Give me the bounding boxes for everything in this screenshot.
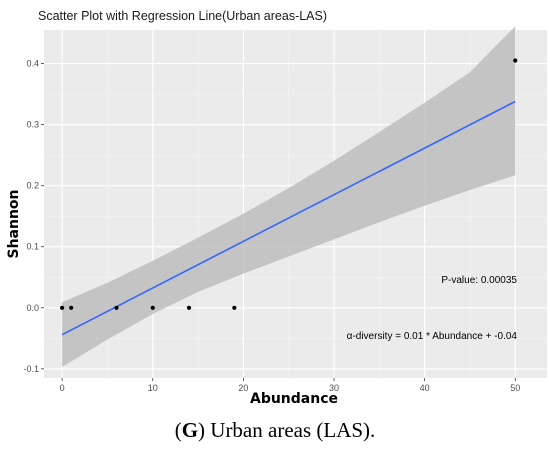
figure-caption: (G) Urban areas (LAS). (0, 418, 550, 443)
p-value-annotation: P-value: 0.00035 (441, 275, 517, 286)
x-tick-label: 20 (238, 383, 248, 393)
scatter-chart: Scatter Plot with Regression Line(Urban … (6, 9, 547, 407)
data-point (513, 58, 518, 63)
y-axis-label: Shannon (6, 189, 22, 258)
chart-title: Scatter Plot with Regression Line(Urban … (38, 9, 327, 23)
caption-letter: G (181, 418, 199, 442)
x-tick-label: 50 (510, 383, 520, 393)
x-axis-label: Abundance (250, 391, 338, 407)
y-tick-label: 0.0 (26, 303, 39, 313)
confidence-band (62, 26, 516, 368)
data-point (150, 305, 155, 310)
data-point (114, 305, 119, 310)
y-tick-label: 0.4 (26, 59, 39, 69)
y-axis-ticks: -0.1 0.0 0.1 0.2 0.3 0.4 (23, 59, 44, 374)
y-tick-label: 0.1 (26, 242, 39, 252)
caption-text: ) Urban areas (LAS). (198, 418, 376, 442)
data-point (69, 305, 74, 310)
x-tick-label: 10 (148, 383, 158, 393)
regression-line (61, 100, 516, 336)
equation-annotation: α-diversity = 0.01 * Abundance + -0.04 (347, 331, 518, 342)
data-points (60, 58, 518, 310)
data-point (60, 305, 65, 310)
x-tick-label: 0 (60, 383, 65, 393)
caption-open: ( (174, 418, 182, 442)
data-point (232, 305, 237, 310)
y-tick-label: 0.3 (26, 120, 39, 130)
y-tick-label: -0.1 (23, 364, 39, 374)
x-tick-label: 30 (329, 383, 339, 393)
x-axis-ticks: 0 10 20 30 40 50 (60, 378, 520, 393)
y-tick-label: 0.2 (26, 181, 39, 191)
x-tick-label: 40 (420, 383, 430, 393)
data-point (186, 305, 192, 310)
